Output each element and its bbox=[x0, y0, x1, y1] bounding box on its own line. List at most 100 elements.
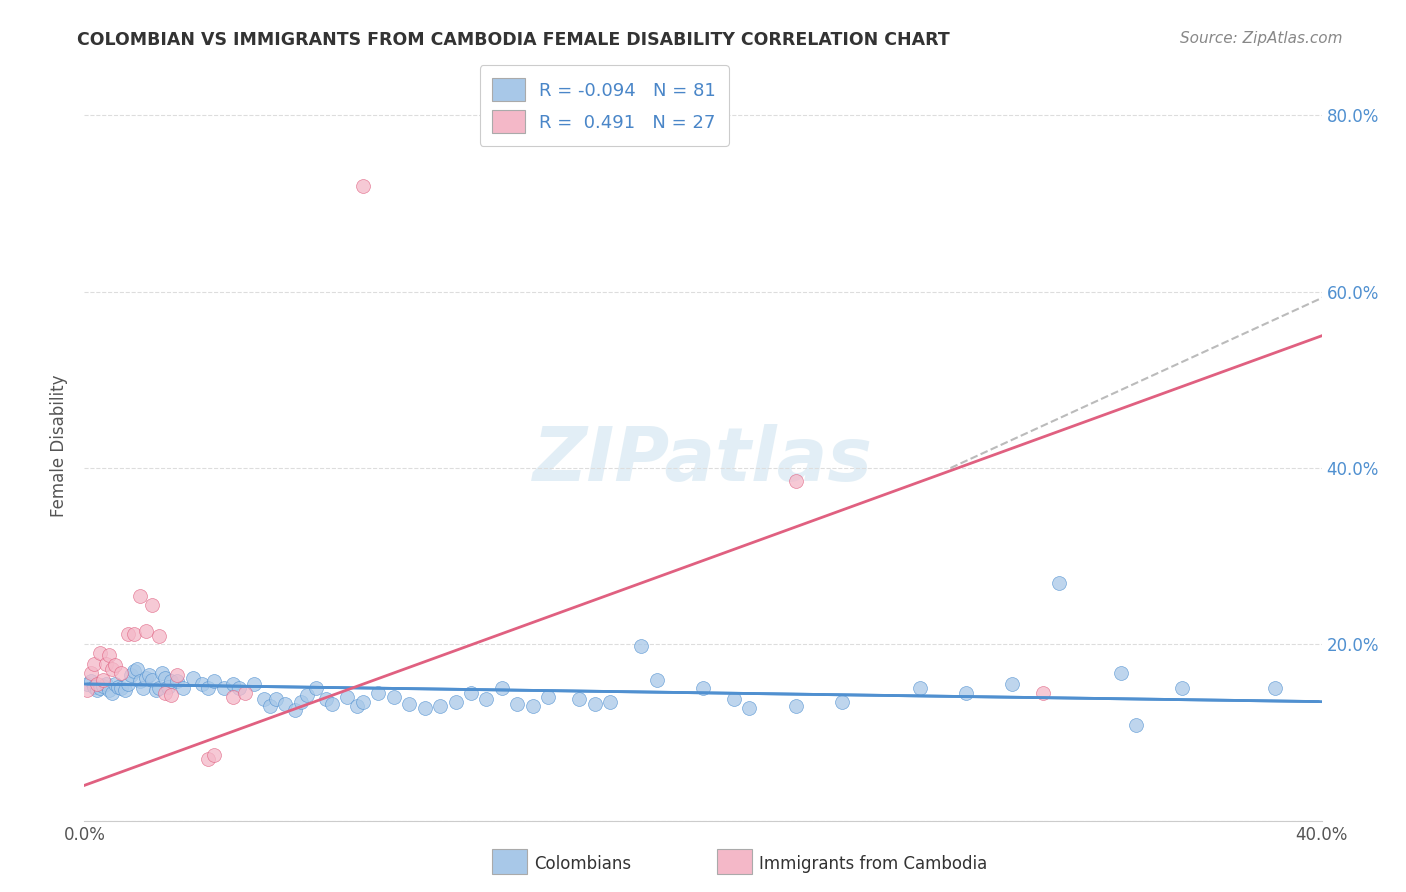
Point bbox=[122, 626, 145, 640]
Point bbox=[522, 699, 544, 714]
Point bbox=[129, 589, 152, 603]
Point bbox=[460, 686, 482, 700]
Point bbox=[222, 690, 245, 705]
Point bbox=[1047, 575, 1070, 590]
Point bbox=[259, 699, 281, 714]
Point bbox=[98, 648, 121, 662]
Point bbox=[91, 679, 114, 693]
Point bbox=[955, 686, 977, 700]
Point bbox=[94, 657, 117, 671]
Text: Immigrants from Cambodia: Immigrants from Cambodia bbox=[759, 855, 987, 873]
Point bbox=[110, 665, 132, 680]
Point bbox=[120, 668, 142, 682]
Point bbox=[645, 673, 668, 687]
Point bbox=[156, 680, 179, 694]
Point bbox=[367, 686, 389, 700]
Point bbox=[94, 677, 117, 691]
Point bbox=[191, 677, 214, 691]
Point bbox=[346, 699, 368, 714]
Point bbox=[785, 475, 807, 489]
Point bbox=[243, 677, 266, 691]
Point bbox=[599, 695, 621, 709]
Point bbox=[336, 690, 359, 705]
Point bbox=[166, 668, 188, 682]
Point bbox=[253, 692, 276, 706]
Point bbox=[228, 681, 250, 696]
Point bbox=[79, 665, 101, 680]
Point bbox=[101, 686, 124, 700]
Point bbox=[110, 681, 132, 696]
Point bbox=[202, 674, 225, 689]
Point bbox=[212, 681, 235, 696]
Point bbox=[76, 683, 98, 698]
Point bbox=[160, 689, 183, 703]
Point bbox=[197, 681, 219, 696]
Point bbox=[274, 698, 297, 712]
Text: Source: ZipAtlas.com: Source: ZipAtlas.com bbox=[1180, 31, 1343, 46]
Point bbox=[568, 692, 591, 706]
Point bbox=[135, 671, 157, 685]
Point bbox=[148, 681, 170, 696]
Point bbox=[398, 698, 420, 712]
Point bbox=[148, 628, 170, 642]
Point bbox=[738, 701, 761, 715]
Point bbox=[284, 703, 307, 717]
Point bbox=[141, 598, 163, 612]
Point bbox=[98, 683, 121, 698]
Point bbox=[233, 686, 256, 700]
Point bbox=[172, 681, 194, 696]
Point bbox=[104, 658, 127, 673]
Point bbox=[1032, 686, 1054, 700]
Point bbox=[1171, 681, 1194, 696]
Point bbox=[537, 690, 560, 705]
Point bbox=[305, 681, 328, 696]
Point bbox=[153, 686, 176, 700]
Point bbox=[692, 681, 714, 696]
Point bbox=[101, 662, 124, 676]
Text: Colombians: Colombians bbox=[534, 855, 631, 873]
Point bbox=[491, 681, 513, 696]
Point bbox=[166, 674, 188, 689]
Legend: R = -0.094   N = 81, R =  0.491   N = 27: R = -0.094 N = 81, R = 0.491 N = 27 bbox=[479, 65, 728, 146]
Point bbox=[86, 683, 108, 698]
Point bbox=[785, 699, 807, 714]
Point bbox=[145, 683, 167, 698]
Point bbox=[352, 178, 374, 193]
Point bbox=[104, 677, 127, 691]
Point bbox=[107, 680, 129, 694]
Point bbox=[89, 681, 111, 696]
Point bbox=[1264, 681, 1286, 696]
Point bbox=[506, 698, 529, 712]
Point bbox=[321, 698, 343, 712]
Point bbox=[583, 698, 606, 712]
Point bbox=[290, 695, 312, 709]
Point bbox=[153, 671, 176, 685]
Point bbox=[181, 671, 204, 685]
Point bbox=[91, 673, 114, 687]
Point bbox=[117, 626, 139, 640]
Point bbox=[202, 747, 225, 762]
Point bbox=[352, 695, 374, 709]
Point bbox=[295, 689, 318, 703]
Point bbox=[475, 692, 498, 706]
Point bbox=[315, 692, 337, 706]
Point bbox=[122, 664, 145, 678]
Point bbox=[132, 681, 155, 696]
Point bbox=[83, 657, 105, 671]
Point bbox=[222, 677, 245, 691]
Point bbox=[86, 677, 108, 691]
Point bbox=[114, 683, 136, 698]
Point bbox=[76, 677, 98, 691]
Point bbox=[197, 752, 219, 766]
Point bbox=[908, 681, 931, 696]
Point bbox=[83, 680, 105, 694]
Point bbox=[429, 699, 451, 714]
Point bbox=[1125, 718, 1147, 732]
Point bbox=[141, 673, 163, 687]
Point bbox=[831, 695, 853, 709]
Point bbox=[89, 646, 111, 660]
Point bbox=[1001, 677, 1024, 691]
Point bbox=[264, 692, 287, 706]
Point bbox=[125, 662, 148, 676]
Point bbox=[138, 668, 160, 682]
